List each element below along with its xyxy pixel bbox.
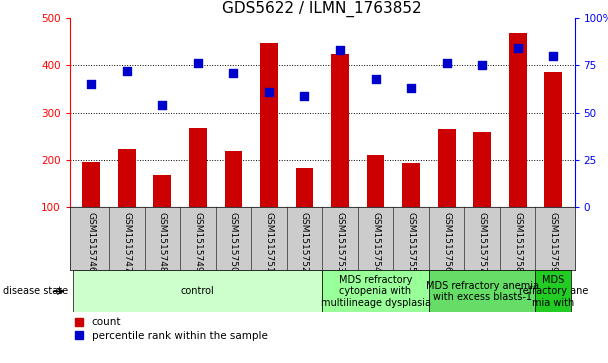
Bar bbox=[331, 54, 349, 207]
Text: control: control bbox=[181, 286, 215, 296]
Bar bbox=[429, 270, 536, 312]
Point bbox=[264, 89, 274, 95]
Text: GSM1515756: GSM1515756 bbox=[442, 212, 451, 273]
Bar bbox=[153, 175, 171, 207]
Text: MDS
refractory ane
mia with: MDS refractory ane mia with bbox=[519, 275, 588, 308]
Point bbox=[335, 47, 345, 53]
Bar bbox=[367, 155, 384, 207]
Point bbox=[477, 62, 487, 68]
Text: GSM1515752: GSM1515752 bbox=[300, 212, 309, 273]
Point bbox=[300, 93, 309, 98]
Point bbox=[193, 61, 202, 66]
Text: GSM1515747: GSM1515747 bbox=[122, 212, 131, 273]
Bar bbox=[118, 149, 136, 207]
Text: GSM1515748: GSM1515748 bbox=[158, 212, 167, 273]
Title: GDS5622 / ILMN_1763852: GDS5622 / ILMN_1763852 bbox=[223, 1, 422, 17]
Text: MDS refractory anemia
with excess blasts-1: MDS refractory anemia with excess blasts… bbox=[426, 281, 539, 302]
Bar bbox=[74, 270, 322, 312]
Text: GSM1515755: GSM1515755 bbox=[407, 212, 416, 273]
Text: GSM1515751: GSM1515751 bbox=[264, 212, 274, 273]
Point bbox=[548, 53, 558, 59]
Point bbox=[157, 102, 167, 108]
Text: GSM1515753: GSM1515753 bbox=[336, 212, 345, 273]
Point bbox=[513, 45, 522, 51]
Point bbox=[229, 70, 238, 76]
Bar bbox=[544, 73, 562, 207]
Bar bbox=[295, 168, 313, 207]
Bar bbox=[402, 163, 420, 207]
Text: GSM1515757: GSM1515757 bbox=[478, 212, 486, 273]
Bar bbox=[438, 129, 455, 207]
Text: GSM1515758: GSM1515758 bbox=[513, 212, 522, 273]
Bar bbox=[322, 270, 429, 312]
Text: MDS refractory
cytopenia with
multilineage dysplasia: MDS refractory cytopenia with multilinea… bbox=[320, 275, 430, 308]
Point bbox=[122, 68, 132, 74]
Point bbox=[442, 61, 452, 66]
Legend: count, percentile rank within the sample: count, percentile rank within the sample bbox=[75, 317, 268, 340]
Text: GSM1515746: GSM1515746 bbox=[87, 212, 95, 273]
Bar bbox=[82, 162, 100, 207]
Bar bbox=[509, 33, 527, 207]
Text: GSM1515754: GSM1515754 bbox=[371, 212, 380, 273]
Text: GSM1515750: GSM1515750 bbox=[229, 212, 238, 273]
Bar bbox=[189, 128, 207, 207]
Bar bbox=[473, 132, 491, 207]
Point bbox=[406, 85, 416, 91]
Point bbox=[371, 76, 381, 81]
Bar bbox=[536, 270, 571, 312]
Bar bbox=[260, 43, 278, 207]
Text: GSM1515749: GSM1515749 bbox=[193, 212, 202, 273]
Bar bbox=[224, 151, 242, 207]
Point bbox=[86, 81, 96, 87]
Text: disease state: disease state bbox=[3, 286, 68, 296]
Text: GSM1515759: GSM1515759 bbox=[549, 212, 558, 273]
